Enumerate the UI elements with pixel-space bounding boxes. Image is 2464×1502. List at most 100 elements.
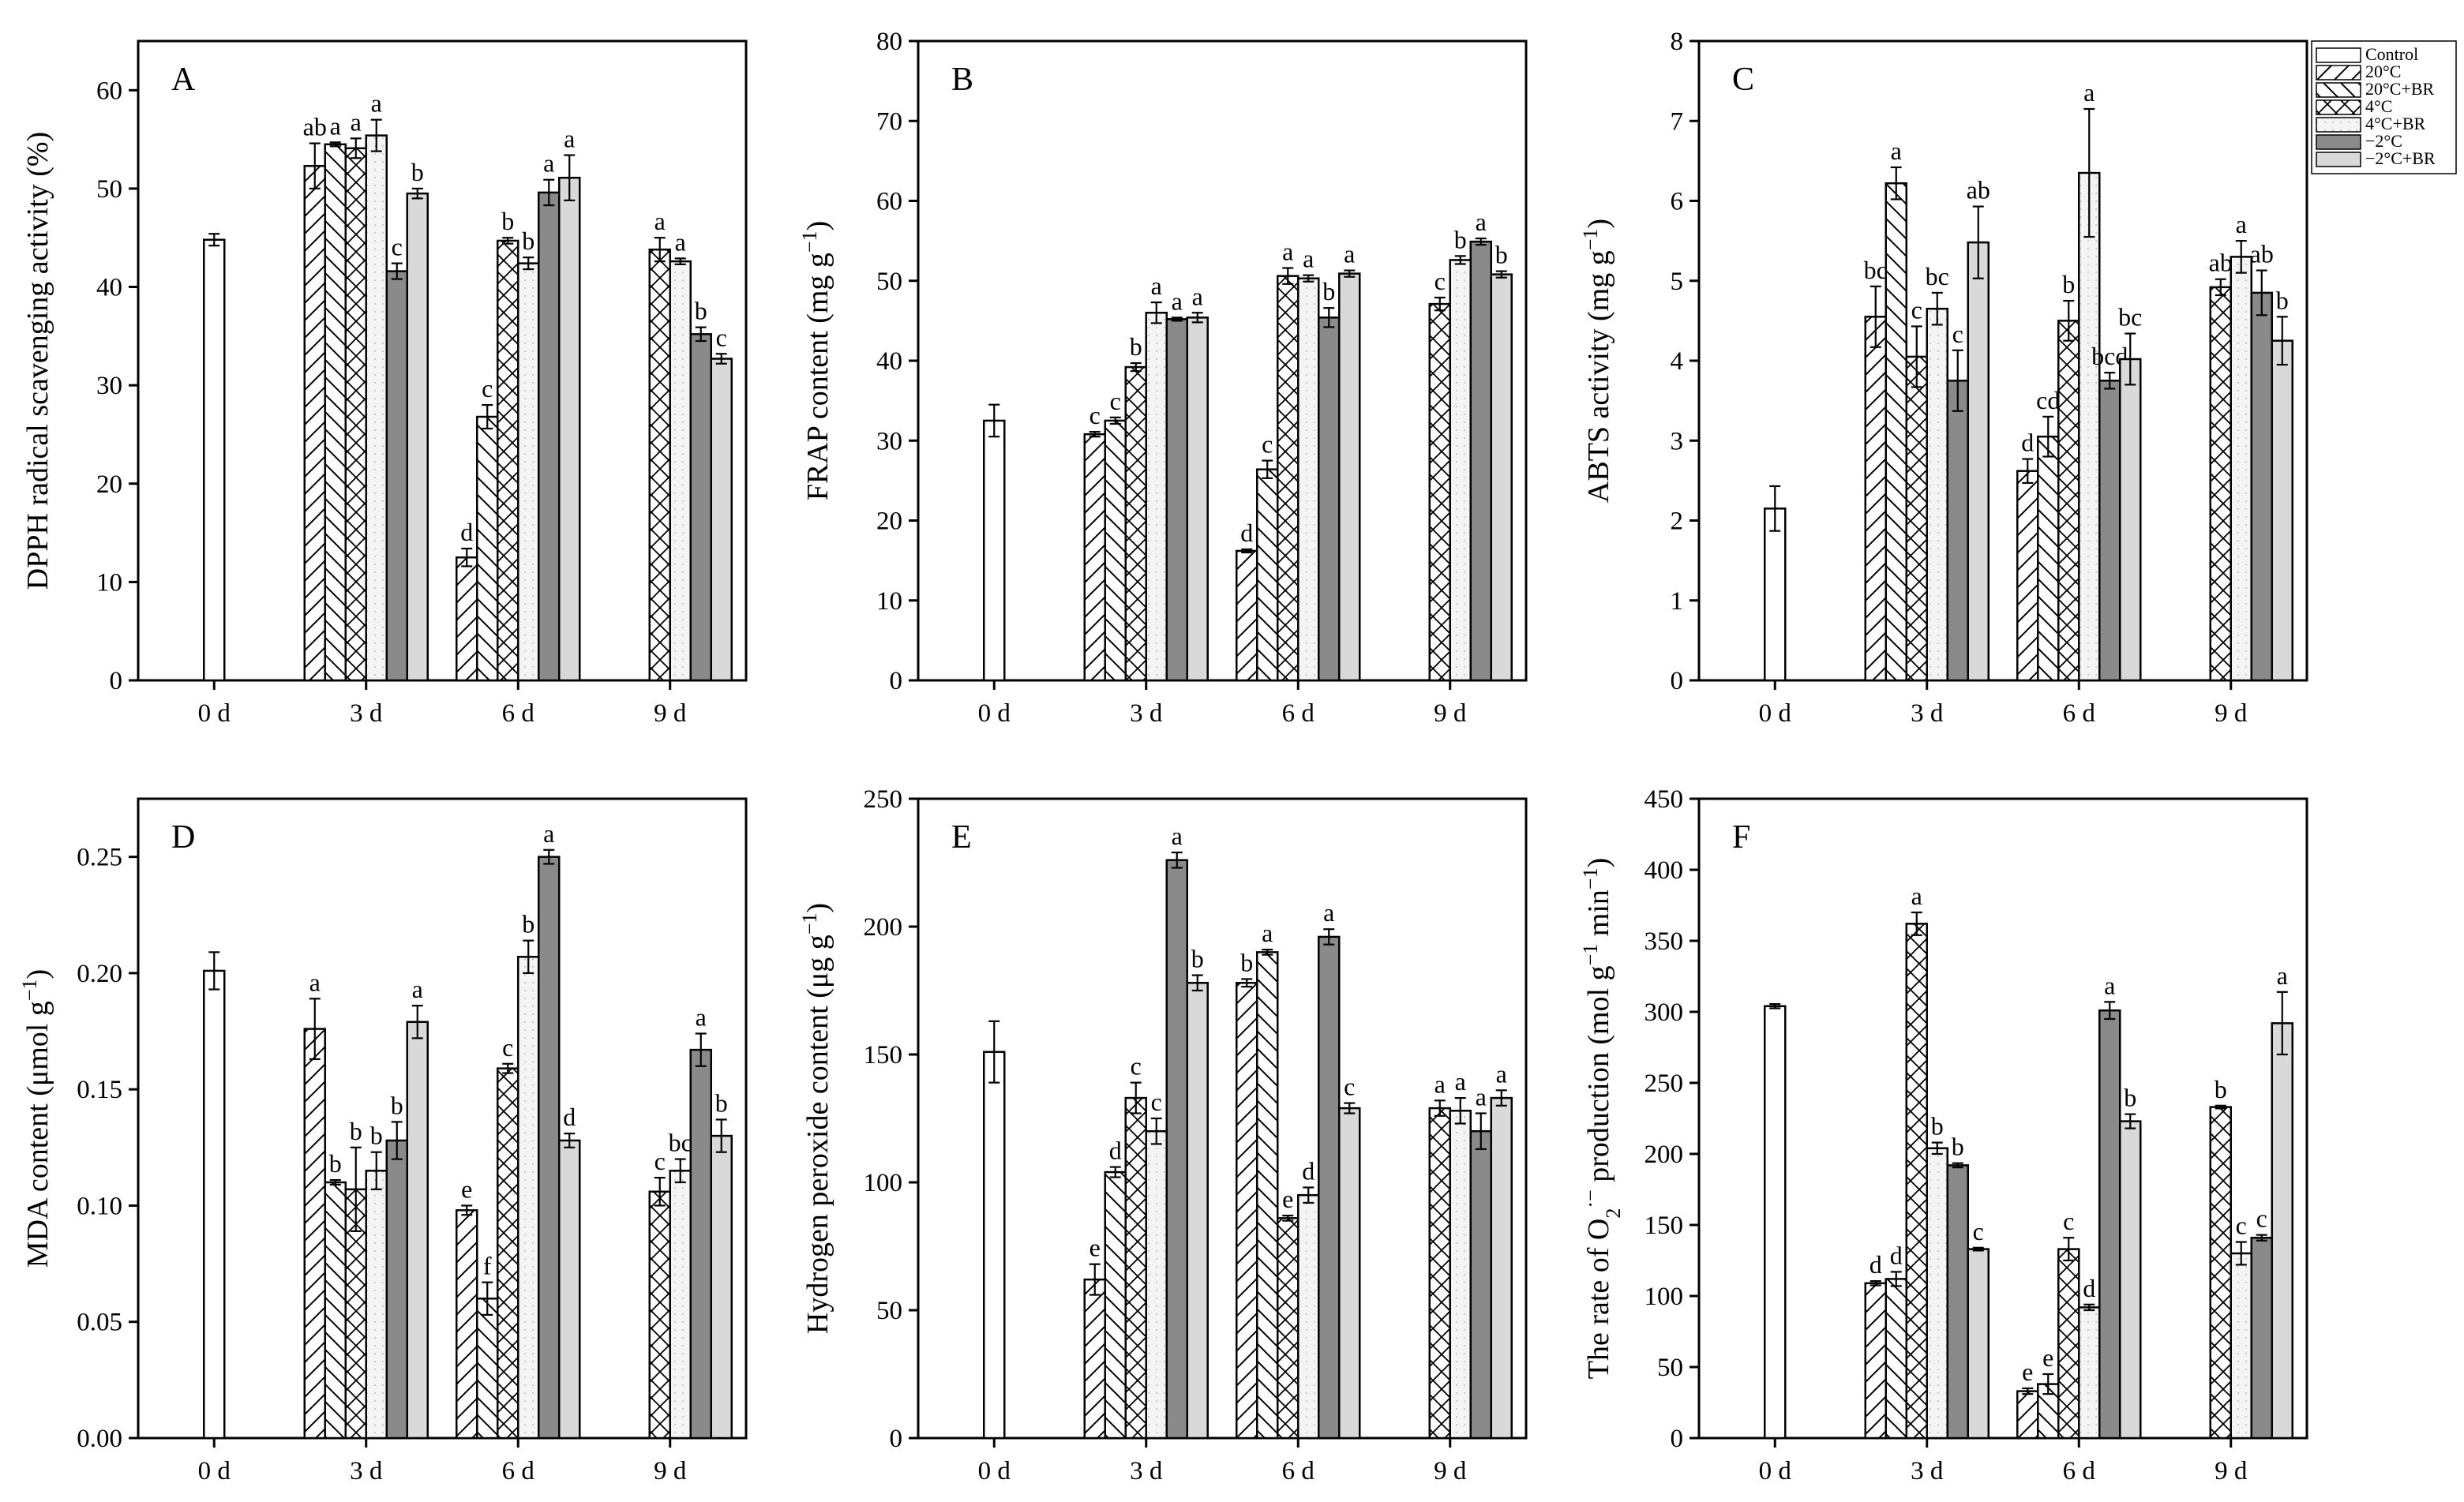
panel-letter: A (171, 62, 196, 98)
bar (303, 165, 326, 682)
bar (2078, 171, 2101, 682)
bar (538, 191, 561, 682)
significance-label: a (351, 107, 362, 136)
significance-label: bc (1864, 256, 1888, 284)
significance-label: a (1151, 272, 1162, 300)
error-bar (523, 939, 534, 975)
error-bar (1191, 974, 1203, 992)
error-bar (2063, 1237, 2075, 1262)
x-tick-label: 6 d (1282, 699, 1315, 728)
bar (1864, 316, 1887, 682)
significance-label: a (564, 125, 575, 153)
significance-label: c (1911, 295, 1922, 324)
error-bar (564, 154, 576, 201)
bar (2078, 1306, 2101, 1440)
legend-label: 20°C (2365, 62, 2401, 81)
x-tick-label: 3 d (1130, 699, 1163, 728)
error-bar (1303, 274, 1315, 283)
significance-label: e (2022, 1358, 2033, 1386)
significance-label: a (1344, 240, 1355, 268)
error-bar (2256, 1234, 2267, 1242)
significance-label: c (1973, 1217, 1984, 1245)
significance-label: f (483, 1252, 492, 1280)
y-tick-label: 450 (1645, 785, 1684, 814)
bar (558, 1139, 581, 1440)
x-tick-label: 6 d (502, 699, 535, 728)
x-tick-label: 9 d (1434, 1457, 1467, 1485)
error-bar (2083, 107, 2095, 238)
significance-label: c (2236, 1212, 2247, 1240)
significance-label: a (412, 975, 423, 1003)
significance-label: cd (2036, 386, 2060, 414)
error-bar (1769, 485, 1781, 532)
significance-label: b (370, 1122, 383, 1150)
significance-label: b (1130, 332, 1142, 361)
y-tick-label: 250 (1645, 1069, 1684, 1098)
y-tick-label: 0 (1671, 1425, 1684, 1453)
error-bar (350, 137, 362, 159)
error-bar (1972, 205, 1984, 279)
error-bar (1089, 431, 1101, 438)
bar (2119, 358, 2142, 682)
significance-label: a (1476, 208, 1487, 236)
error-bar (2215, 1104, 2226, 1110)
y-tick-label: 7 (1671, 107, 1684, 136)
y-tick-label: 10 (876, 587, 902, 616)
error-bar (411, 1005, 423, 1039)
error-bar (1911, 325, 1922, 388)
legend-swatch (2316, 82, 2361, 98)
error-bar (1769, 1002, 1781, 1009)
bar (344, 147, 367, 682)
significance-label: c (716, 323, 727, 351)
bar (2250, 291, 2273, 682)
bar (1926, 307, 1948, 682)
bar (1124, 1096, 1147, 1440)
significance-label: a (1262, 919, 1273, 947)
x-tick-label: 9 d (1434, 699, 1467, 728)
legend-label: Control (2365, 44, 2418, 64)
bar (1338, 1107, 1361, 1440)
bar (2098, 1009, 2121, 1440)
bar (1277, 275, 1300, 682)
x-tick-label: 6 d (2063, 1457, 2096, 1485)
plot-frame (1697, 797, 2308, 1440)
significance-label: c (1262, 430, 1273, 459)
bar (1277, 1217, 1300, 1440)
error-bar (1890, 1271, 1902, 1287)
x-tick-label: 0 d (1759, 699, 1792, 728)
bar (1145, 1129, 1168, 1440)
bar (1428, 302, 1451, 682)
legend-label: 4°C (2365, 96, 2392, 116)
y-tick-label: 60 (876, 188, 902, 216)
bar (365, 134, 388, 682)
significance-label: a (1323, 898, 1334, 927)
y-tick-label: 100 (1645, 1283, 1684, 1311)
significance-label: c (1344, 1073, 1355, 1101)
bar (1885, 1278, 1907, 1440)
x-tick-label: 6 d (502, 1457, 535, 1485)
x-tick-label: 3 d (350, 699, 383, 728)
y-tick-label: 200 (864, 913, 903, 942)
bar (517, 262, 540, 682)
significance-label: c (482, 374, 493, 403)
bar (1318, 935, 1341, 1440)
y-tick-label: 0 (110, 667, 123, 695)
error-bar (461, 1204, 473, 1216)
error-bar (1130, 361, 1142, 373)
error-bar (1323, 928, 1335, 946)
bar (2271, 1022, 2293, 1440)
bar (1083, 1278, 1106, 1440)
error-bar (988, 1020, 1000, 1084)
error-bar (2276, 316, 2288, 366)
error-bar (1952, 349, 1963, 412)
significance-label: a (309, 968, 321, 996)
bar (1297, 277, 1320, 682)
bar (2057, 320, 2080, 682)
error-bar (1109, 1166, 1121, 1178)
y-tick-label: 400 (1645, 856, 1684, 885)
y-tick-label: 0.25 (77, 844, 122, 872)
significance-label: d (1890, 1241, 1903, 1269)
